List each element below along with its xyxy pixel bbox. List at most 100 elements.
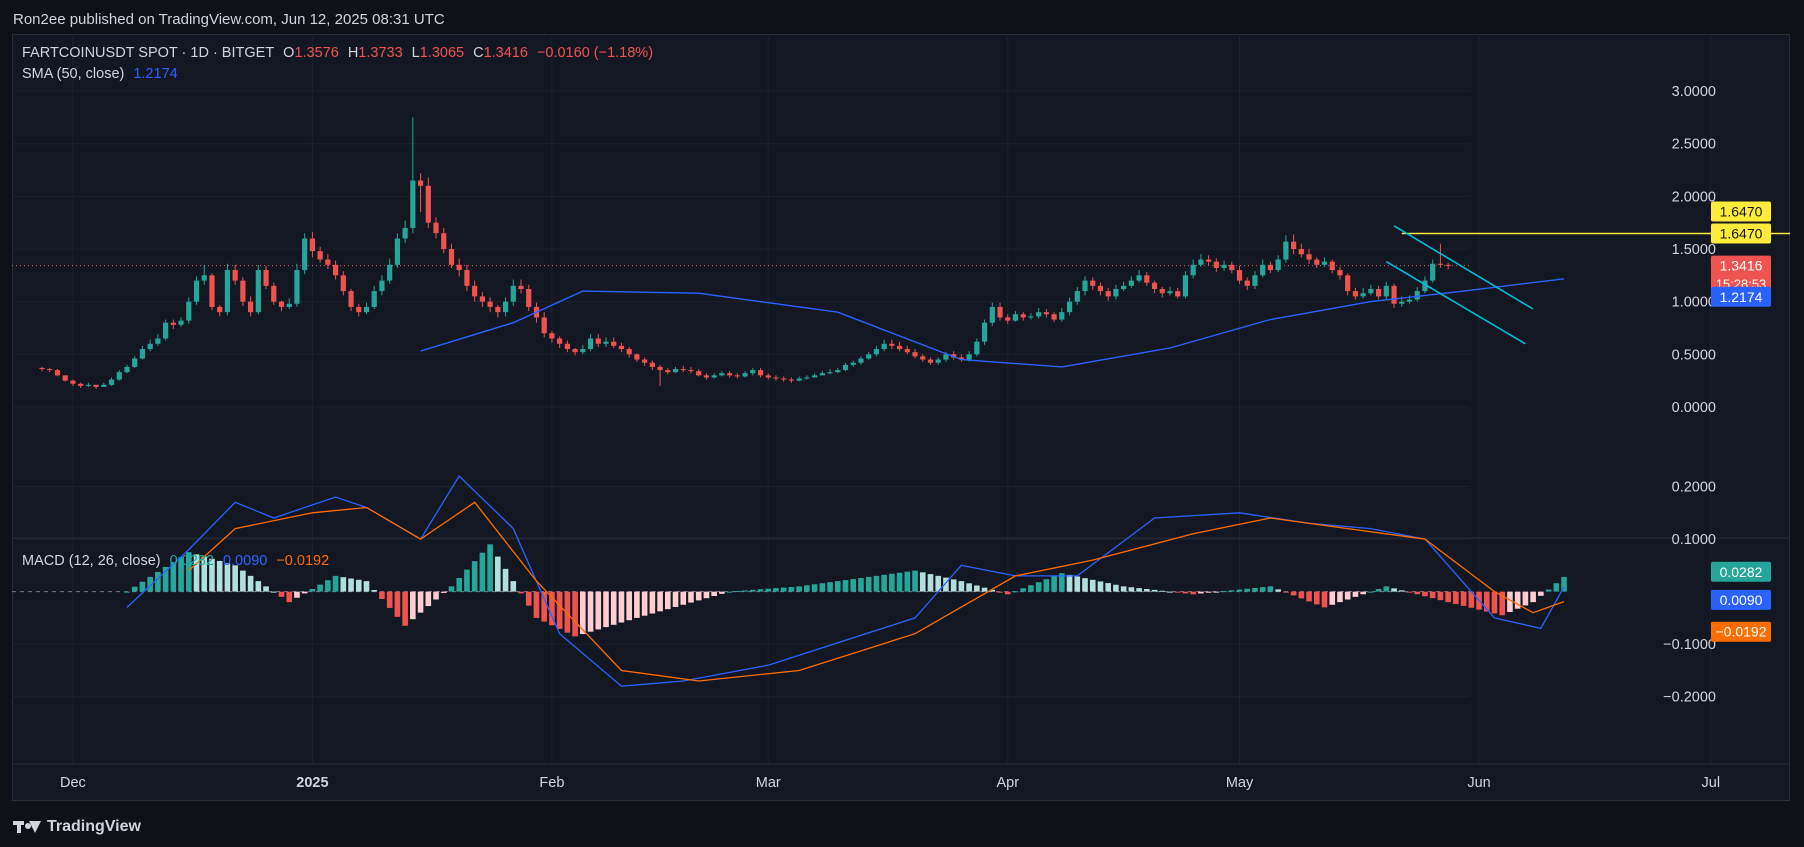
candle-body [873, 349, 880, 355]
candle-body [487, 301, 493, 307]
macd-hist-bar [232, 565, 238, 592]
candle-body [1190, 264, 1196, 276]
macd-hist-bar [788, 586, 795, 592]
macd-hist-bar [332, 575, 339, 592]
macd-hist-bar [155, 571, 161, 592]
candle-body [788, 379, 795, 381]
candle-body [974, 341, 980, 355]
candle-body [665, 370, 671, 373]
macd-hist-bar [1329, 591, 1336, 605]
macd-hist-bar [1051, 576, 1057, 592]
candle-body [842, 364, 849, 371]
candle-body [1043, 312, 1049, 315]
candle-body [1375, 289, 1382, 297]
macd-hist-bar [1321, 591, 1328, 608]
macd-hist-bar [711, 591, 717, 597]
candle-body [93, 384, 99, 387]
last-price-bg [1711, 255, 1771, 294]
macd-hist-bar [595, 591, 602, 630]
main-legend[interactable]: FARTCOINUSDT SPOT · 1D · BITGET O 1.3576 … [22, 45, 653, 61]
macd-legend[interactable]: MACD (12, 26, close) 0.0282 0.0090 −0.01… [22, 553, 329, 569]
candle-body [1291, 241, 1297, 249]
candle-body [402, 227, 408, 239]
macd-hist-bar [510, 581, 517, 592]
macd-hist-bar [394, 591, 401, 617]
macd-hist-bar [912, 570, 918, 592]
candle-body [672, 369, 679, 373]
candle-body [1136, 275, 1142, 281]
macd-hist-bar [147, 576, 153, 592]
macd-hist-bar [1375, 589, 1382, 592]
candle-body [232, 270, 238, 281]
time-tick-label: Apr [996, 775, 1019, 791]
macd-hist-bar [1383, 586, 1390, 592]
macd-hist-bar [1422, 591, 1428, 597]
candle-body [920, 356, 926, 360]
macd-hist-bar [842, 580, 849, 592]
macd-hist-bar [1167, 591, 1173, 593]
candle-body [363, 306, 370, 313]
candle-body [1097, 285, 1104, 292]
macd-hist-bar [1089, 579, 1096, 592]
candle-body [634, 354, 640, 360]
candle-body [981, 322, 988, 342]
macd-tick-label: −0.1000 [1663, 637, 1716, 653]
candle-body [989, 306, 995, 323]
macd-hist-bar [317, 584, 323, 592]
macd-line-badge-text: 0.0090 [1720, 592, 1763, 608]
macd-signal-badge-bg [1711, 621, 1771, 642]
sma-value: 1.2174 [133, 66, 178, 82]
candle-body [294, 270, 300, 304]
candle-body [1229, 264, 1235, 271]
candle-body [603, 341, 609, 344]
macd-hist-bar [464, 569, 470, 592]
macd-hist-bar [1113, 584, 1119, 592]
candle-body [387, 264, 393, 281]
chart-canvas[interactable]: 3.0000 2.5000 2.0000 1.5000 1.0000 0.5000 0.00… [12, 34, 1790, 801]
symbol-label[interactable]: FARTCOINUSDT SPOT · 1D · BITGET [22, 45, 275, 61]
candle-body [518, 285, 524, 290]
macd-hist-bar [1028, 585, 1034, 592]
candle-body [379, 280, 385, 292]
candle-body [178, 320, 184, 325]
macd-hist-bar [348, 578, 354, 592]
macd-hist-bar [1561, 576, 1567, 592]
macd-hist-bar [309, 589, 316, 592]
macd-hist-bar [1298, 591, 1305, 599]
candle-body [1430, 263, 1436, 281]
macd-hist-bar [796, 586, 802, 592]
candle-body [773, 377, 779, 379]
candle-body [70, 380, 76, 384]
candle-body [526, 289, 532, 307]
macd-hist-bar [618, 591, 625, 623]
macd-hist-bar [556, 591, 563, 629]
macd-hist-bar [1252, 587, 1258, 592]
macd-hist-bar [587, 591, 594, 632]
macd-hist-badge-bg [1711, 561, 1771, 582]
macd-hist-bar [1499, 591, 1506, 616]
macd-label[interactable]: MACD (12, 26, close) [22, 553, 161, 569]
macd-hist-bar [1182, 591, 1189, 594]
macd-hist-bar [379, 591, 385, 599]
macd-hist-bar [765, 588, 772, 592]
macd-hist-bar [386, 591, 393, 608]
macd-hist-bar [193, 554, 200, 592]
macd-line-value: 0.0090 [222, 553, 268, 569]
candle-body [1368, 289, 1374, 294]
candle-body [116, 372, 122, 380]
sma-legend[interactable]: SMA (50, close) 1.2174 [22, 66, 178, 82]
resistance-badge-top-text: 1.6470 [1720, 204, 1763, 220]
price-tick-label: 0.5000 [1672, 347, 1716, 363]
macd-hist-bar [1259, 587, 1266, 592]
macd-hist-value: 0.0282 [169, 553, 214, 569]
sma-label[interactable]: SMA (50, close) [22, 66, 125, 82]
macd-hist-bar [1159, 590, 1166, 592]
candle-body [734, 375, 740, 377]
candle-body [912, 352, 918, 357]
low-label: L [411, 45, 420, 61]
candle-body [1128, 280, 1134, 286]
price-tick-label: 1.5000 [1672, 242, 1716, 258]
candle-body [39, 367, 45, 370]
macd-hist-bar [471, 561, 478, 592]
candle-body [155, 338, 161, 344]
